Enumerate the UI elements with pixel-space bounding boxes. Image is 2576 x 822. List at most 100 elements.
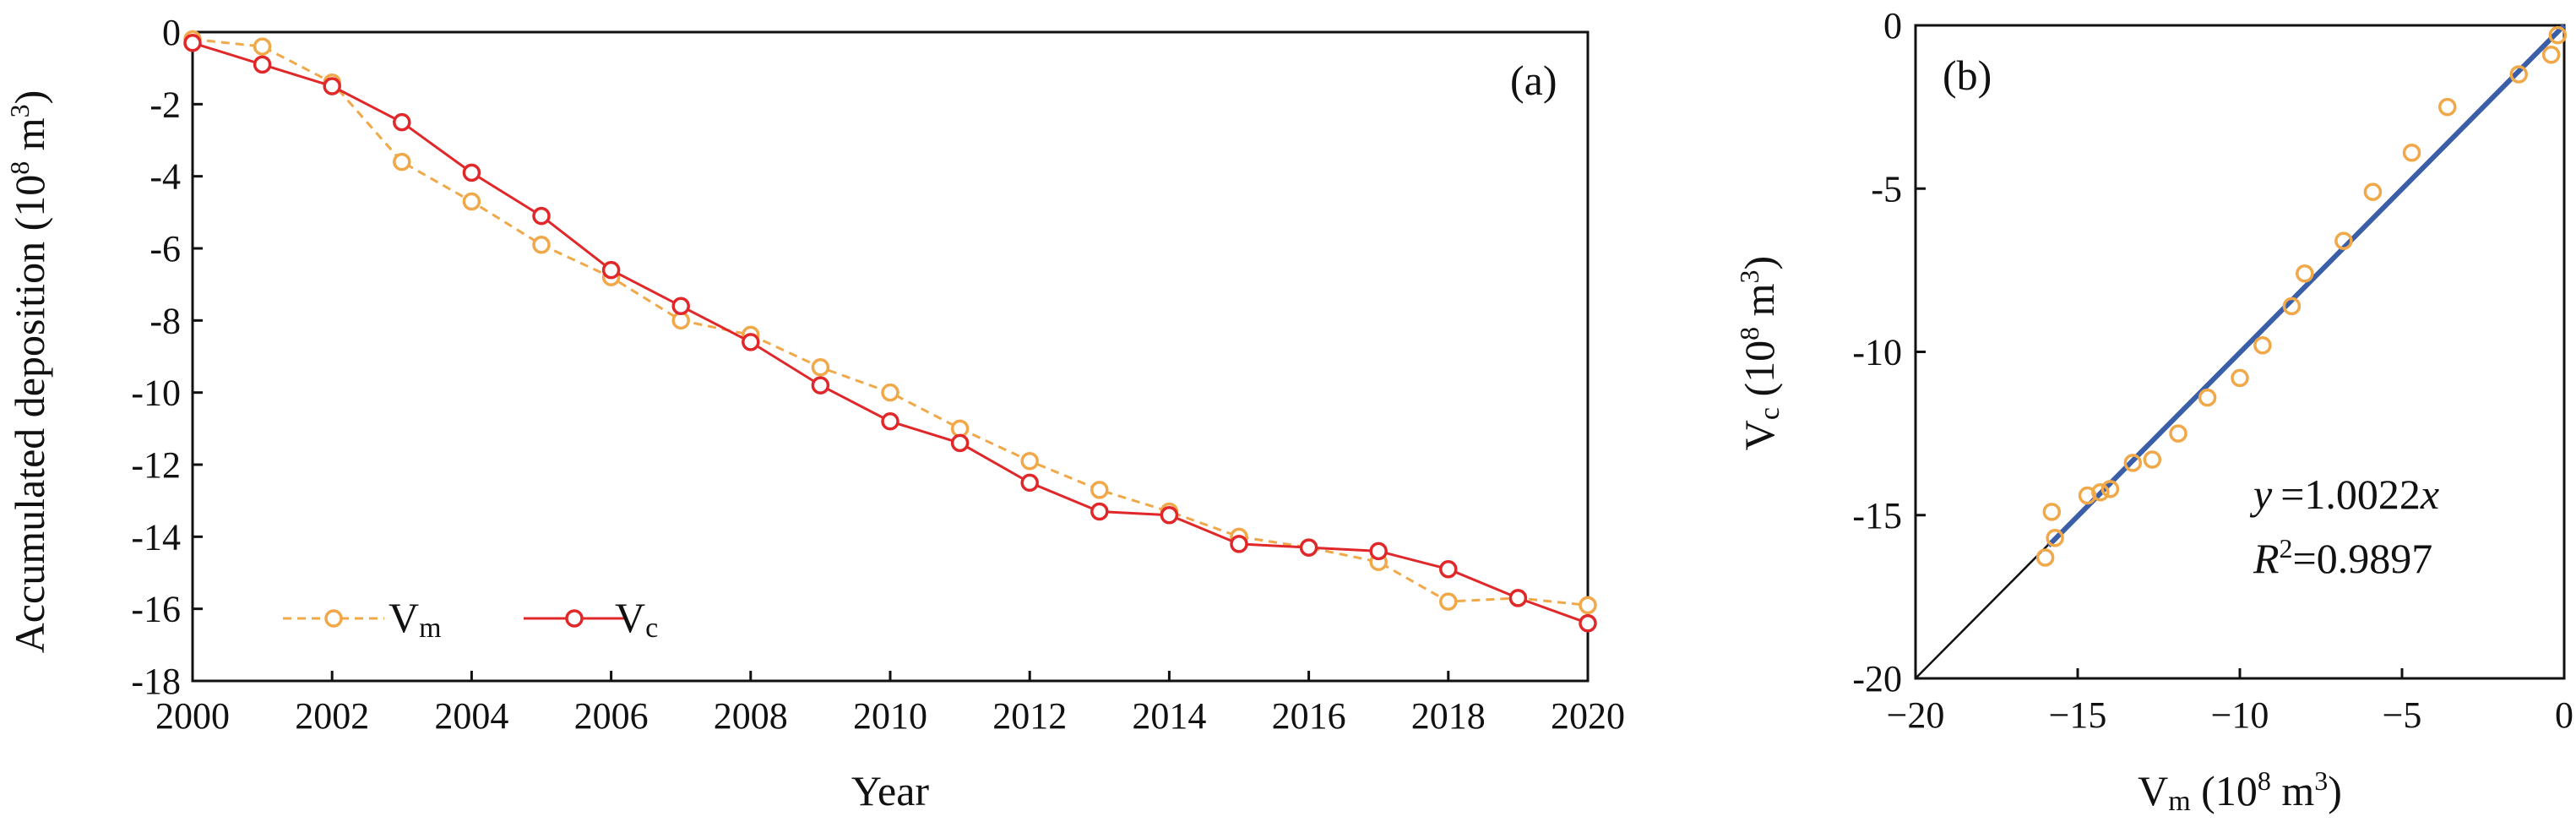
- x-axis-label-b-exp: 8: [2258, 765, 2271, 796]
- r-squared: R2=0.9897: [2253, 533, 2432, 582]
- point-Vc: [881, 412, 899, 431]
- panel-a: 2000 2002 2004 2006 2008 2010 2012 2014 2016 2018…: [4, 12, 1625, 814]
- x-tick-label-a: 2008: [714, 695, 788, 737]
- x-axis-label-b-unit: m: [2271, 767, 2315, 814]
- legend-vc-label: Vc: [615, 594, 658, 644]
- point-Vc: [1020, 473, 1039, 493]
- x-tick-label-a: 2012: [992, 695, 1067, 737]
- point-Vm: [950, 419, 970, 438]
- regression-equation-rest: =1.0022: [2280, 471, 2421, 518]
- point-Vm: [1090, 481, 1109, 499]
- legend-vc-marker: [565, 609, 584, 628]
- y-tick-label-a: -14: [131, 516, 181, 558]
- y-tick-label-b: -15: [1852, 495, 1902, 536]
- y-tick-label-b: 0: [1883, 5, 1902, 46]
- scatter-point: [2046, 529, 2064, 547]
- scatter-point: [2100, 480, 2120, 498]
- y-axis-label-a: Accumulated deposition (108 m3): [4, 90, 53, 654]
- scatter-point: [2282, 297, 2302, 316]
- x-tick-label-b: −5: [2383, 694, 2422, 736]
- point-Vc: [742, 333, 760, 351]
- x-tick-label-a: 2004: [434, 695, 508, 737]
- scatter-point: [2509, 65, 2528, 84]
- scatter-point: [2334, 231, 2353, 250]
- x-tick-label-b: −20: [1887, 694, 1945, 736]
- y-axis-label-b-unit-exp: 3: [1734, 269, 1764, 283]
- x-tick-label-b: −10: [2211, 694, 2269, 736]
- scatter-point: [2169, 424, 2187, 443]
- point-Vc: [1230, 535, 1248, 553]
- scatter-point: [2402, 143, 2421, 162]
- y-axis-label-b-sub: c: [1754, 407, 1785, 420]
- x-axis-label-b: Vm (108 m3): [2138, 765, 2342, 817]
- point-Vm: [1439, 592, 1458, 611]
- x-axis-label-b-sub: m: [2168, 786, 2190, 817]
- x-tick-label-a: 2000: [155, 695, 230, 737]
- regression-line: [2046, 23, 2567, 547]
- x-tick-label-a: 2002: [295, 695, 369, 737]
- y-tick-label-a: -8: [149, 300, 181, 341]
- scatter-point: [2078, 486, 2097, 505]
- legend-a: Vm Vc: [283, 594, 658, 644]
- scatter-point: [2198, 388, 2217, 407]
- point-Vc: [1369, 542, 1388, 561]
- y-tick-label-b: -5: [1871, 168, 1902, 210]
- y-axis-label-b-rest: (10: [1736, 340, 1783, 407]
- point-Vc: [811, 376, 830, 395]
- scatter-point: [2042, 503, 2062, 521]
- y-tick-label-a: -10: [131, 373, 181, 414]
- point-Vm: [671, 311, 690, 330]
- y-tick-label-a: -4: [149, 156, 181, 198]
- point-Vc: [671, 297, 690, 316]
- scatter-point: [2123, 454, 2143, 472]
- point-Vc: [462, 163, 481, 182]
- x-axis-label-b-close: ): [2328, 767, 2342, 814]
- point-Vc: [532, 206, 551, 226]
- legend-vm-marker: [324, 609, 343, 628]
- point-Vc: [1299, 538, 1318, 557]
- point-Vc: [1439, 559, 1458, 579]
- y-axis-label-b-close: ): [1736, 256, 1783, 270]
- x-tick-label-a: 2016: [1272, 695, 1346, 737]
- y-tick-label-b: -20: [1852, 658, 1902, 700]
- scatter-point: [2253, 336, 2272, 355]
- x-axis-label-b-rest: (10: [2191, 767, 2258, 814]
- scatter-point: [2143, 450, 2162, 469]
- panel-label-a: (a): [1510, 57, 1557, 104]
- regression-equation: y =1.0022x: [2249, 471, 2439, 518]
- x-tick-label-a: 2018: [1411, 695, 1486, 737]
- point-Vc: [253, 55, 272, 74]
- y-axis-label-b-unit: m: [1736, 283, 1783, 327]
- x-tick-label-a: 2020: [1551, 695, 1625, 737]
- y-axis-label-a-unit: m: [6, 117, 53, 161]
- point-Vc: [950, 433, 970, 453]
- point-Vm: [1579, 596, 1597, 615]
- scatter-point: [2363, 182, 2383, 201]
- scatter-point: [2231, 368, 2249, 388]
- x-tick-label-b: −15: [2049, 694, 2107, 736]
- y-tick-label-a: 0: [162, 12, 181, 53]
- y-tick-label-a: -12: [131, 444, 181, 486]
- scatter-point: [2541, 46, 2561, 64]
- point-Vm: [811, 358, 830, 377]
- scatter-point: [2548, 25, 2568, 45]
- point-Vm: [393, 152, 411, 171]
- r-squared-value: =0.9897: [2293, 535, 2433, 582]
- point-Vm: [881, 383, 899, 402]
- point-Vc: [183, 34, 202, 52]
- x-tick-label-a: 2006: [574, 695, 649, 737]
- scatter-point: [2296, 264, 2314, 283]
- point-Vc: [1508, 589, 1528, 607]
- y-tick-label-a: -18: [131, 661, 181, 702]
- y-axis-label-a-exp: 8: [4, 161, 35, 175]
- x-tick-label-a: 2010: [853, 695, 927, 737]
- panel-b: −20 −15 −10 −5 0 0 -5 -10 -15 -20 (b) Vm (108 m3)…: [1734, 5, 2573, 817]
- x-tick-label-b: 0: [2555, 694, 2573, 736]
- x-tick-label-a: 2014: [1132, 695, 1206, 737]
- point-Vc: [323, 77, 341, 95]
- y-tick-label-a: -16: [131, 589, 181, 630]
- point-Vm: [1020, 451, 1039, 471]
- y-axis-label-b-exp: 8: [1734, 327, 1764, 340]
- scatter-point: [2035, 548, 2055, 567]
